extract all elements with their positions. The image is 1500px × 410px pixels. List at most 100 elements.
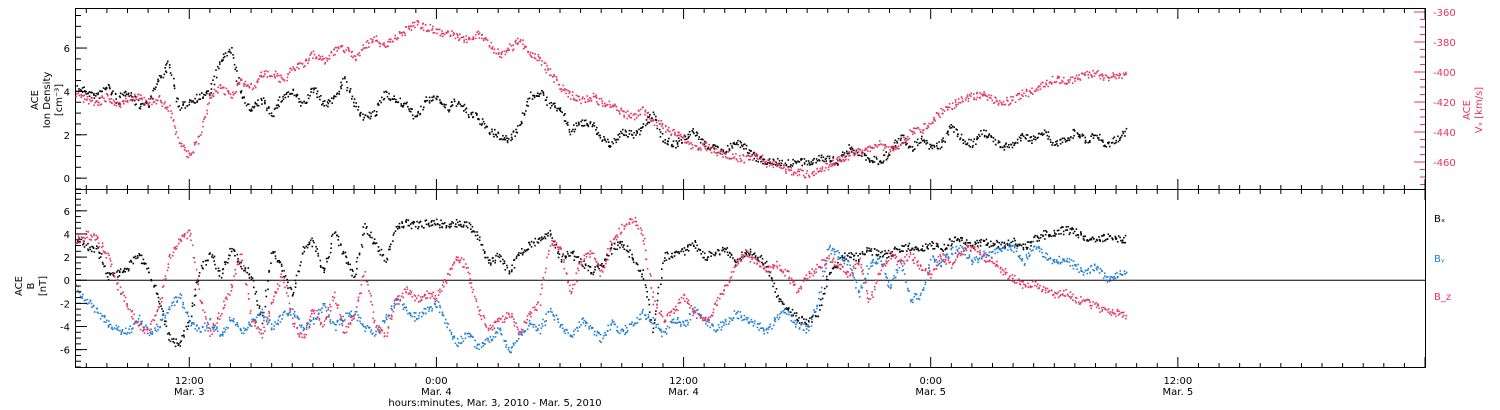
velocity-point <box>1025 89 1028 92</box>
bx-point <box>445 225 448 227</box>
density-point <box>759 155 762 158</box>
velocity-point <box>133 93 136 96</box>
bx-point <box>407 224 410 227</box>
density-point <box>1064 141 1067 143</box>
by-point <box>959 244 962 247</box>
bx-point <box>904 244 907 246</box>
by-point <box>282 311 285 314</box>
density-point <box>173 77 175 80</box>
by-point <box>1033 246 1035 248</box>
density-point <box>115 98 117 100</box>
by-point <box>444 318 447 321</box>
bx-point <box>85 244 88 246</box>
bx-point <box>676 251 678 253</box>
by-point <box>1004 248 1006 250</box>
by-point <box>776 314 779 316</box>
bx-point <box>768 275 771 277</box>
bx-point <box>992 245 994 247</box>
bx-point <box>795 312 798 314</box>
velocity-point <box>947 106 949 108</box>
bx-point <box>608 254 610 257</box>
density-point <box>488 132 491 134</box>
density-point <box>511 138 513 140</box>
by-point <box>769 326 771 328</box>
bx-point <box>212 256 215 259</box>
bx-point <box>197 280 200 282</box>
by-point <box>187 315 190 317</box>
by-point <box>96 311 99 314</box>
bx-point <box>811 321 813 323</box>
density-point <box>235 66 238 69</box>
density-point <box>306 101 308 104</box>
density-point <box>268 107 270 109</box>
bx-point <box>286 278 288 281</box>
velocity-point <box>793 171 796 174</box>
by-point <box>783 308 786 311</box>
bx-point <box>234 254 236 257</box>
bx-point <box>628 256 631 258</box>
bx-point <box>958 239 961 241</box>
velocity-point <box>957 98 960 100</box>
velocity-point <box>1053 81 1056 83</box>
density-point <box>222 53 225 56</box>
by-point <box>282 314 284 316</box>
by-point <box>409 312 412 315</box>
bx-point <box>213 255 216 258</box>
velocity-point <box>852 152 855 154</box>
velocity-point <box>728 158 731 160</box>
density-point <box>748 149 751 151</box>
density-point <box>194 97 196 100</box>
velocity-point <box>838 155 840 158</box>
bx-point <box>281 270 283 272</box>
bx-point <box>629 249 631 251</box>
by-point <box>756 326 759 329</box>
bx-point <box>545 233 548 235</box>
by-point <box>138 314 141 317</box>
density-point <box>385 90 387 93</box>
bx-point <box>877 250 880 252</box>
density-point <box>659 131 662 133</box>
bx-point <box>462 224 465 226</box>
density-point <box>205 91 208 94</box>
velocity-point <box>500 52 503 54</box>
density-point <box>505 135 507 137</box>
bx-point <box>821 304 823 306</box>
density-point <box>520 123 522 126</box>
by-point <box>825 267 827 269</box>
velocity-point <box>183 144 185 147</box>
bx-point <box>1099 240 1101 242</box>
by-point <box>393 306 396 309</box>
bx-point <box>623 248 626 250</box>
by-point <box>711 323 713 325</box>
velocity-point <box>951 102 954 104</box>
by-point <box>206 327 208 329</box>
density-point <box>318 95 321 98</box>
bx-point <box>1094 240 1097 243</box>
bx-point <box>848 252 850 255</box>
velocity-point <box>217 86 219 89</box>
velocity-point <box>568 92 571 95</box>
bx-point <box>1020 244 1023 247</box>
bx-point <box>146 268 148 270</box>
bx-point <box>1009 245 1011 247</box>
velocity-point <box>1095 72 1097 75</box>
top-scatter-points <box>75 20 1128 179</box>
density-point <box>395 98 397 101</box>
density-point <box>1011 146 1014 149</box>
y-tick-label: -400 <box>1433 68 1456 79</box>
by-point <box>149 332 152 334</box>
density-point <box>1003 144 1006 147</box>
velocity-point <box>836 156 839 159</box>
density-point <box>576 124 578 127</box>
by-point <box>657 327 660 329</box>
by-point <box>892 278 894 281</box>
velocity-point <box>958 101 960 104</box>
velocity-point <box>250 83 252 85</box>
bx-point <box>700 253 702 255</box>
velocity-point <box>537 53 540 56</box>
density-point <box>546 104 548 106</box>
velocity-point <box>332 54 335 57</box>
by-point <box>89 300 92 302</box>
by-point <box>504 340 506 342</box>
bx-point <box>408 224 411 227</box>
